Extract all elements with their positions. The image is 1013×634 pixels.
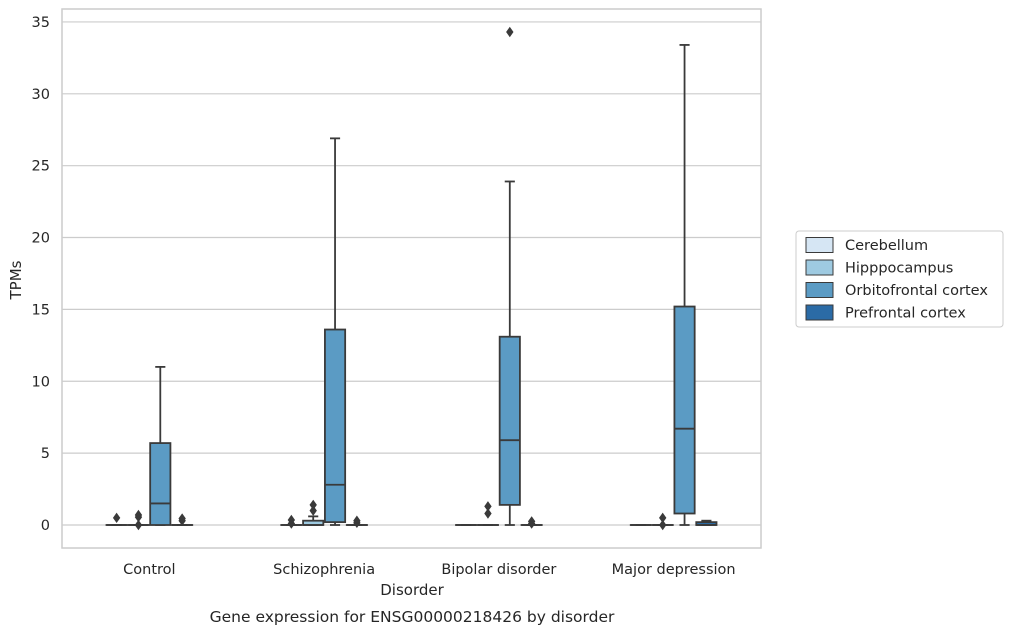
box-hipppocampus [651, 512, 674, 531]
box-prefrontal-cortex [171, 513, 194, 526]
outlier-point [178, 513, 186, 524]
box-cerebellum [280, 514, 303, 529]
outlier-point [506, 26, 514, 38]
outlier-point [309, 505, 317, 516]
box-orbitofrontal-cortex [149, 365, 172, 526]
box-iqr [498, 335, 521, 506]
y-tick-label: 25 [32, 159, 50, 175]
outlier-point [659, 519, 667, 531]
box-cerebellum [105, 512, 128, 526]
y-tick-label: 0 [41, 518, 50, 534]
x-tick-label: Control [123, 562, 175, 578]
y-axis-label: TPMs [7, 260, 25, 300]
outlier-point [134, 519, 143, 531]
x-tick-label: Schizophrenia [273, 562, 375, 578]
y-tick-label: 10 [32, 374, 50, 390]
outlier-point [484, 501, 492, 512]
legend-label: Orbitofrontal cortex [845, 283, 988, 299]
outlier-point [287, 514, 296, 526]
outlier-point [134, 509, 143, 521]
box-hipppocampus [302, 499, 325, 526]
outlier-point [353, 515, 361, 526]
y-tick-label: 35 [32, 15, 50, 31]
legend: Cerebellum Hipppocampus Orbitofrontal cort… [795, 230, 1004, 328]
x-tick-label: Bipolar disorder [441, 562, 556, 578]
box-prefrontal-cortex [695, 519, 718, 526]
outlier-point [309, 499, 317, 511]
legend-swatch-hipppocampus [805, 259, 834, 276]
box-iqr [149, 442, 172, 526]
box-iqr [324, 328, 347, 524]
y-axis-ticks: 0 5 10 15 20 25 30 35 [32, 15, 50, 534]
y-tick-label: 30 [32, 87, 50, 103]
x-axis-ticks: Control Schizophrenia Bipolar disorder Majo… [123, 562, 735, 578]
legend-label: Hipppocampus [845, 261, 953, 277]
outlier-point [659, 512, 667, 524]
legend-swatch-cerebellum [805, 237, 834, 253]
y-tick-label: 20 [32, 231, 50, 247]
x-tick-label: Major depression [612, 562, 736, 578]
box-prefrontal-cortex [345, 515, 368, 529]
box-iqr [673, 305, 696, 515]
y-tick-label: 15 [32, 302, 50, 318]
box-plot-series [105, 26, 718, 531]
chart-title: Gene expression for ENSG00000218426 by d… [210, 608, 615, 626]
box-orbitofrontal-cortex [498, 26, 521, 526]
plot-area-frame [61, 8, 762, 549]
box-orbitofrontal-cortex [324, 137, 347, 526]
x-axis-label: Disorder [380, 581, 444, 599]
gridlines [62, 21, 761, 526]
outlier-point [112, 512, 121, 524]
box-hipppocampus [127, 509, 150, 531]
y-tick-label: 5 [41, 446, 50, 462]
legend-label: Prefrontal cortex [845, 306, 966, 322]
outlier-point [484, 508, 492, 519]
box-orbitofrontal-cortex [673, 44, 696, 526]
box-prefrontal-cortex [520, 516, 543, 529]
legend-swatch-orbitofrontal-cortex [805, 282, 834, 298]
legend-swatch-prefrontal-cortex [805, 304, 834, 321]
box-hipppocampus [476, 501, 499, 526]
legend-label: Cerebellum [845, 238, 928, 254]
legend-frame [795, 230, 1004, 328]
outlier-point [527, 516, 536, 527]
